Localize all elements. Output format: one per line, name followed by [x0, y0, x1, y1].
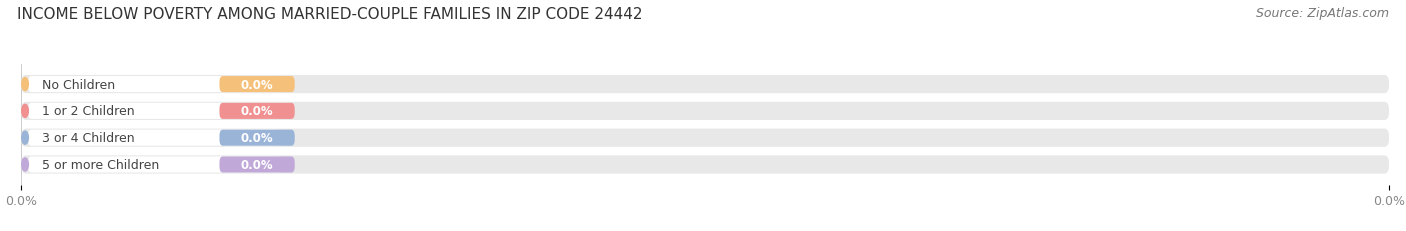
Text: 0.0%: 0.0%: [240, 158, 273, 171]
FancyBboxPatch shape: [219, 130, 295, 146]
Circle shape: [21, 158, 28, 171]
Text: 0.0%: 0.0%: [240, 132, 273, 145]
Text: 0.0%: 0.0%: [240, 78, 273, 91]
FancyBboxPatch shape: [21, 102, 1389, 121]
Text: 0.0%: 0.0%: [240, 105, 273, 118]
Circle shape: [21, 105, 28, 118]
Text: Source: ZipAtlas.com: Source: ZipAtlas.com: [1256, 7, 1389, 20]
FancyBboxPatch shape: [21, 76, 1389, 94]
Text: INCOME BELOW POVERTY AMONG MARRIED-COUPLE FAMILIES IN ZIP CODE 24442: INCOME BELOW POVERTY AMONG MARRIED-COUPL…: [17, 7, 643, 22]
FancyBboxPatch shape: [28, 77, 281, 93]
FancyBboxPatch shape: [21, 156, 1389, 174]
Text: 3 or 4 Children: 3 or 4 Children: [42, 132, 135, 145]
FancyBboxPatch shape: [219, 77, 295, 93]
FancyBboxPatch shape: [219, 103, 295, 119]
Circle shape: [21, 78, 28, 91]
Circle shape: [21, 131, 28, 145]
FancyBboxPatch shape: [219, 157, 295, 173]
Text: 1 or 2 Children: 1 or 2 Children: [42, 105, 135, 118]
FancyBboxPatch shape: [21, 129, 1389, 147]
FancyBboxPatch shape: [28, 103, 281, 119]
Text: No Children: No Children: [42, 78, 115, 91]
Text: 5 or more Children: 5 or more Children: [42, 158, 159, 171]
FancyBboxPatch shape: [28, 157, 281, 173]
FancyBboxPatch shape: [28, 130, 281, 146]
